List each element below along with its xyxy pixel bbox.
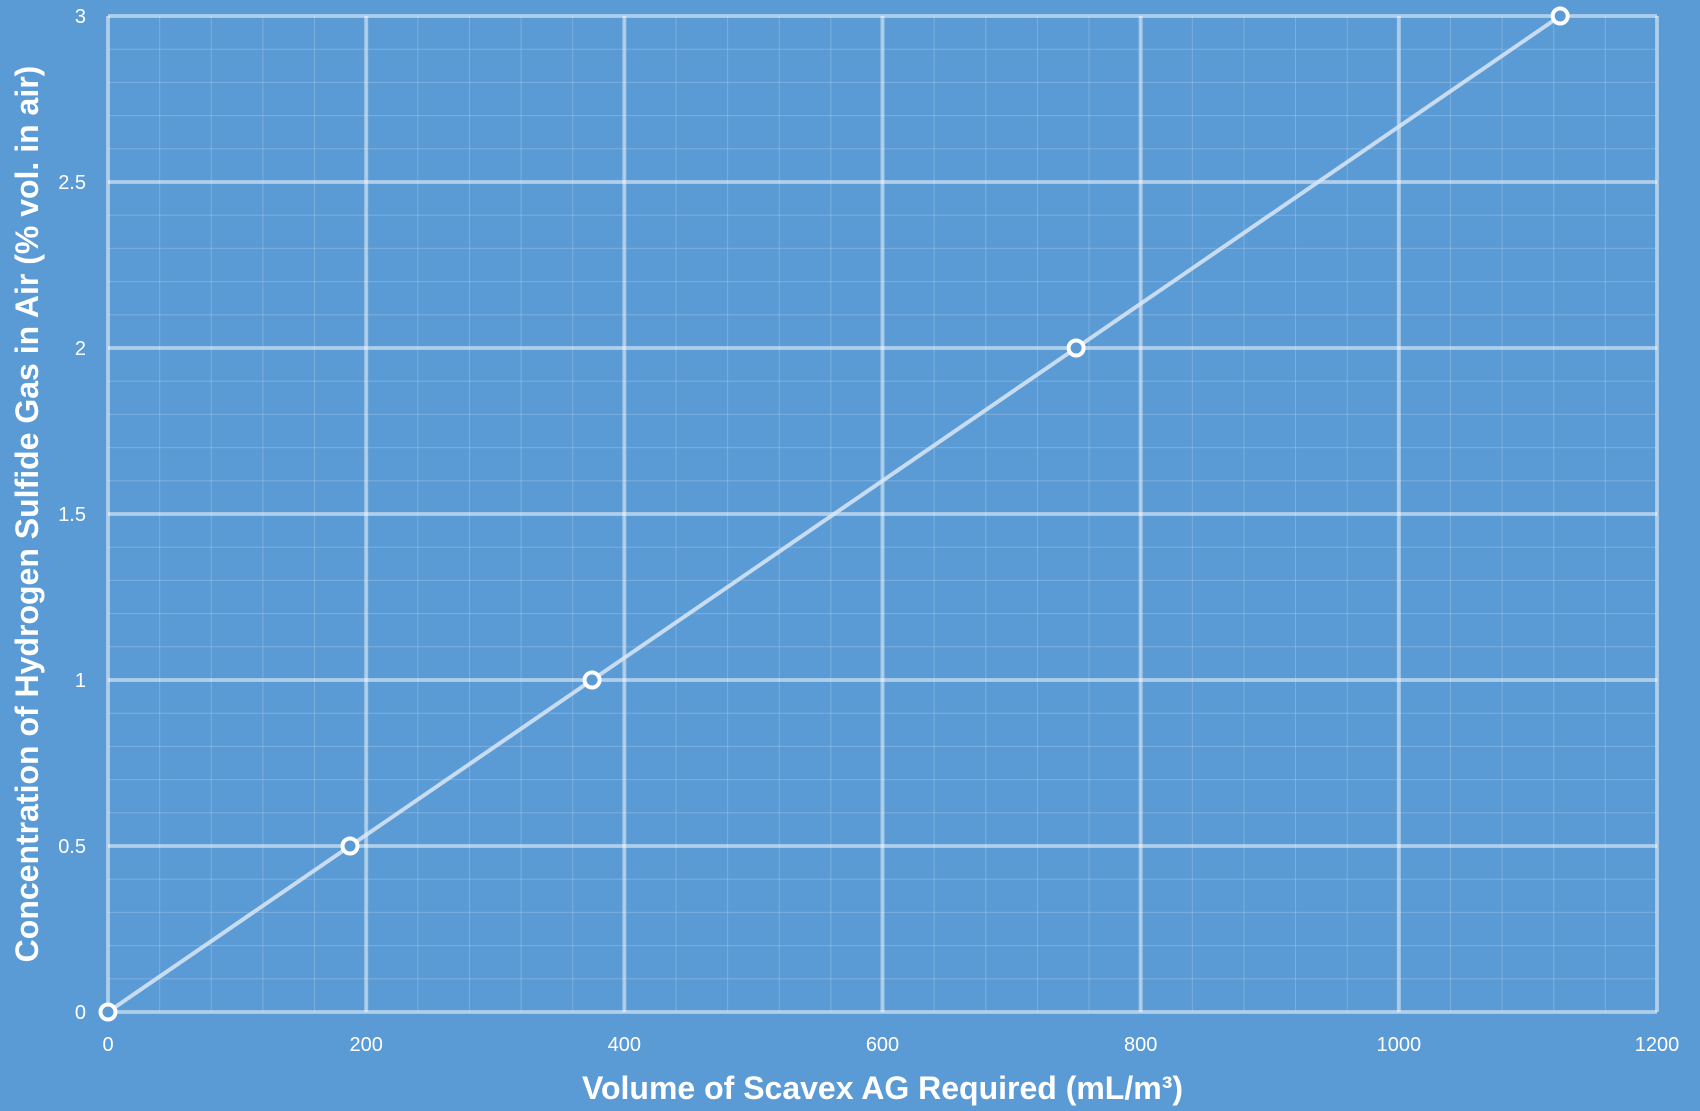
x-tick-label: 400 xyxy=(608,1034,641,1056)
y-tick-label: 1.5 xyxy=(58,504,86,526)
data-point xyxy=(1550,6,1570,26)
y-tick-label: 0.5 xyxy=(58,836,86,858)
data-point xyxy=(340,836,360,856)
x-tick-label: 600 xyxy=(866,1034,899,1056)
x-axis-title: Volume of Scavex AG Required (mL/m³) xyxy=(582,1070,1183,1106)
series-group xyxy=(98,6,1570,1022)
y-tick-label: 0 xyxy=(75,1002,86,1024)
x-tick-label: 800 xyxy=(1124,1034,1157,1056)
minor-grid xyxy=(107,15,1658,1013)
x-tick-label: 1200 xyxy=(1635,1034,1680,1056)
x-tick-label: 1000 xyxy=(1377,1034,1422,1056)
major-grid xyxy=(106,14,1659,1014)
y-axis-title: Concentration of Hydrogen Sulfide Gas in… xyxy=(9,66,45,963)
y-tick-label: 3 xyxy=(75,6,86,28)
x-tick-label: 200 xyxy=(349,1034,382,1056)
x-axis-tick-labels: 0 200 400 600 800 1000 1200 xyxy=(102,1034,1679,1056)
data-point xyxy=(98,1002,118,1022)
data-point xyxy=(1066,338,1086,358)
y-tick-label: 2.5 xyxy=(58,172,86,194)
y-tick-label: 2 xyxy=(75,338,86,360)
y-axis-tick-labels: 0 0.5 1 1.5 2 2.5 3 xyxy=(58,6,86,1024)
data-point xyxy=(582,670,602,690)
x-tick-label: 0 xyxy=(102,1034,113,1056)
y-tick-label: 1 xyxy=(75,670,86,692)
